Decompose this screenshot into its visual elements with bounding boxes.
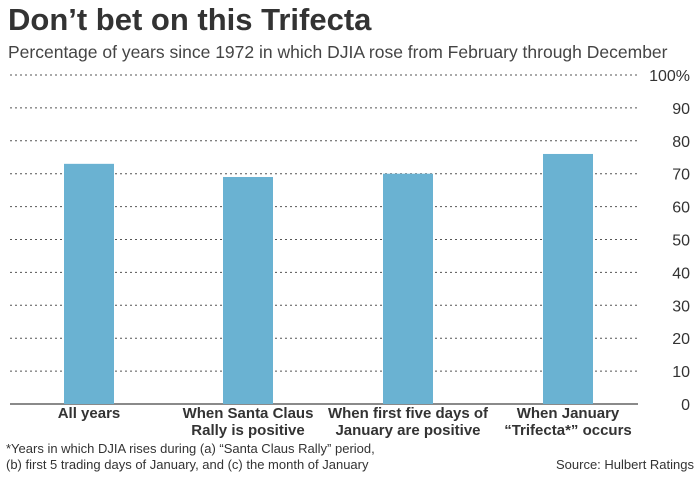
chart-title: Don’t bet on this Trifecta	[8, 2, 372, 37]
bar	[64, 163, 114, 404]
category-label: January are positive	[335, 422, 480, 439]
category-label: When Santa Claus	[183, 405, 314, 422]
footnote-line-2: (b) first 5 trading days of January, and…	[6, 457, 369, 472]
chart-subtitle: Percentage of years since 1972 in which …	[8, 42, 668, 62]
y-tick-label: 70	[672, 167, 690, 184]
y-tick-label: 100%	[649, 68, 690, 85]
bar	[383, 173, 433, 404]
bar-chart: 0 10 20 30 40 50 60 70 80 90 100% All years When San…	[10, 68, 690, 439]
y-tick-label: 20	[672, 331, 690, 348]
source-note: Source: Hulbert Ratings	[555, 457, 694, 472]
footnote-line-1: *Years in which DJIA rises during (a) “S…	[6, 441, 375, 456]
category-label: When January	[517, 405, 620, 422]
y-tick-label: 50	[672, 233, 690, 250]
y-tick-label: 40	[672, 265, 690, 282]
y-tick-label: 60	[672, 200, 690, 217]
y-tick-label: 30	[672, 298, 690, 315]
y-tick-label: 80	[672, 134, 690, 151]
category-label: When first five days of	[328, 405, 489, 422]
footnote: *Years in which DJIA rises during (a) “S…	[6, 441, 375, 473]
category-label: All years	[58, 405, 121, 422]
y-tick-label: 90	[672, 101, 690, 118]
bar	[543, 153, 593, 404]
category-label: “Trifecta*” occurs	[504, 422, 632, 439]
y-tick-label: 0	[681, 397, 690, 414]
bar	[223, 176, 273, 404]
category-label: Rally is positive	[191, 422, 304, 439]
y-tick-label: 10	[672, 364, 690, 381]
